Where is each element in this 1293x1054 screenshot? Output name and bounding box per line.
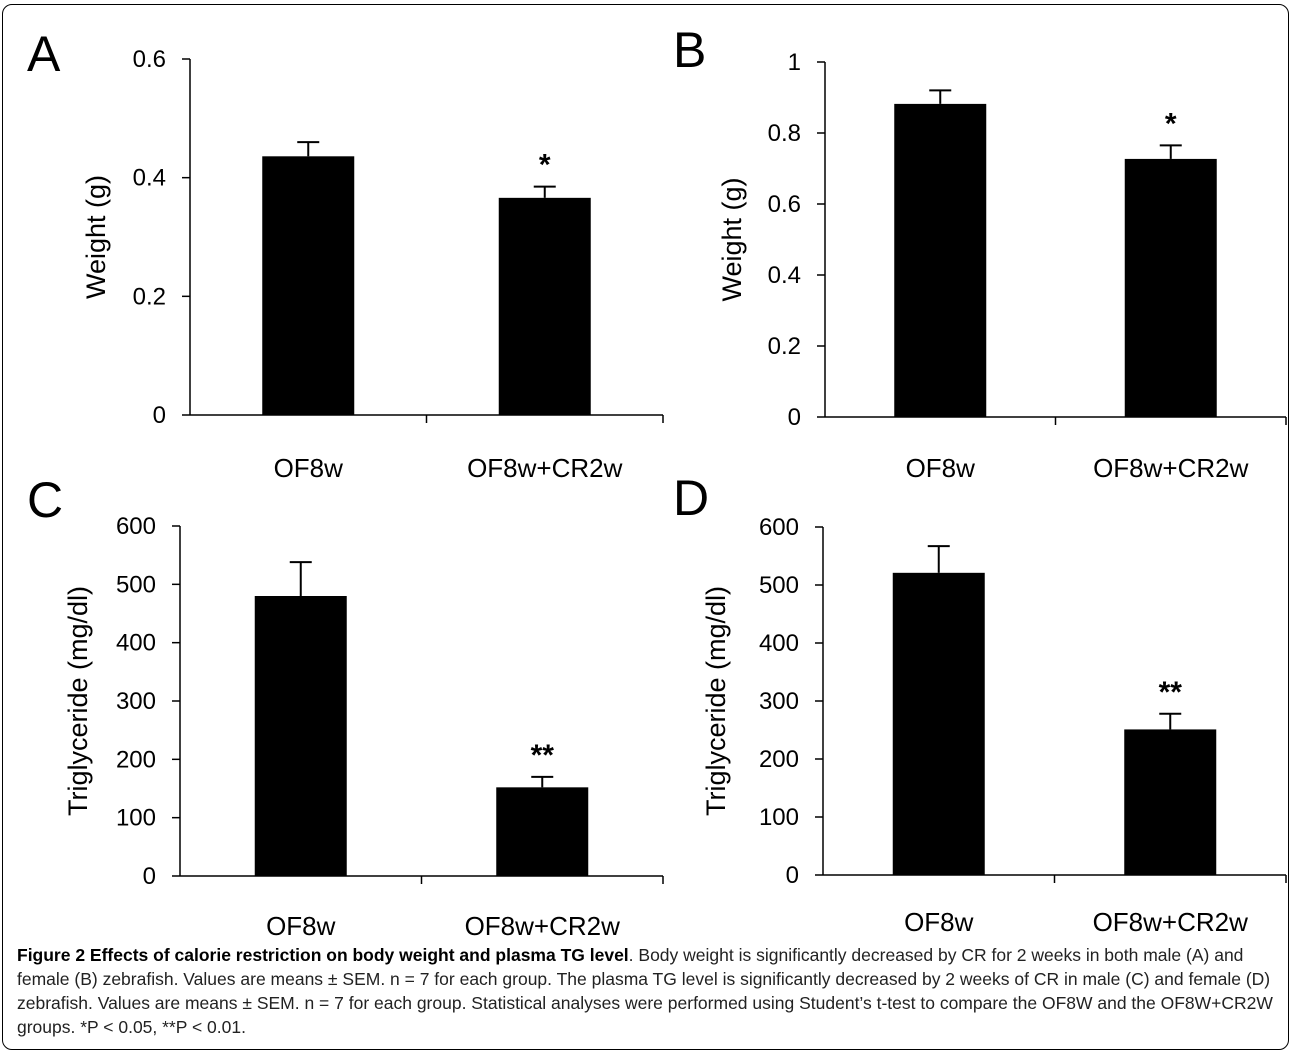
panel-d-y-tick-label: 0	[786, 862, 799, 889]
panel-b-category-label: OF8w	[906, 453, 976, 483]
panel-d-y-axis-title: Triglyceride (mg/dl)	[701, 586, 731, 816]
panel-c-y-axis-title: Triglyceride (mg/dl)	[63, 586, 93, 816]
panel-c-bar	[496, 787, 589, 876]
panel-c-y-tick-label: 400	[116, 630, 156, 657]
panel-a-y-tick-label: 0.2	[133, 283, 166, 310]
panel-b-category-label: OF8w+CR2w	[1093, 453, 1249, 483]
panel-c-bar	[254, 596, 347, 876]
panel-c-y-tick-label: 100	[116, 805, 156, 832]
panel-d-category-label: OF8w+CR2w	[1093, 907, 1249, 937]
panel-d-bar	[892, 572, 985, 875]
panel-c-letter: C	[27, 472, 63, 528]
panel-c-y-tick-label: 500	[116, 571, 156, 598]
panel-b-letter: B	[673, 22, 706, 78]
panel-b-y-tick-label: 1	[788, 49, 801, 76]
panel-a-letter: A	[27, 26, 61, 82]
figure-frame: A 0 0.2 0.4 0.6 OF8w * OF8w+CR2w Weight (g) B 0 0.2…	[2, 4, 1289, 1050]
caption-text: . Body weight is significantly decreased…	[17, 945, 1273, 1037]
panel-b-y-tick-label: 0.8	[768, 120, 801, 147]
panel-d-y-tick-label: 400	[759, 630, 799, 657]
panel-d-y-tick-label: 600	[759, 514, 799, 541]
panel-d-y-tick-label: 300	[759, 688, 799, 715]
panel-c-y-tick-label: 600	[116, 513, 156, 540]
panel-b-significance-marker: *	[1165, 107, 1177, 140]
panel-b-bar	[1124, 158, 1217, 418]
panel-d-y-tick-label: 100	[759, 804, 799, 831]
panel-a-bar	[262, 156, 355, 415]
panel-d-y-tick-label: 200	[759, 746, 799, 773]
panel-d-bar	[1124, 729, 1217, 875]
panel-a-y-tick-label: 0.6	[133, 46, 166, 73]
panel-a-significance-marker: *	[539, 149, 551, 182]
panel-c-y-tick-label: 200	[116, 746, 156, 773]
panel-c-significance-marker: **	[531, 739, 555, 772]
panel-d-y-tick-label: 500	[759, 572, 799, 599]
figure-caption: Figure 2 Effects of calorie restriction …	[17, 943, 1277, 1039]
panel-c-category-label: OF8w+CR2w	[465, 911, 621, 941]
panel-b-y-tick-label: 0	[788, 404, 801, 431]
panel-c-y-tick-label: 0	[143, 863, 156, 890]
caption-title: Figure 2 Effects of calorie restriction …	[17, 945, 629, 965]
panel-d-significance-marker: **	[1159, 676, 1183, 709]
panel-b-y-tick-label: 0.2	[768, 333, 801, 360]
panel-a-y-tick-label: 0.4	[133, 165, 166, 192]
charts-area: A 0 0.2 0.4 0.6 OF8w * OF8w+CR2w Weight (g) B 0 0.2…	[27, 22, 1287, 941]
panel-a-category-label: OF8w+CR2w	[467, 453, 623, 483]
panel-c-y-tick-label: 300	[116, 688, 156, 715]
panel-c-category-label: OF8w	[266, 911, 336, 941]
panel-a-y-axis-title: Weight (g)	[81, 175, 111, 299]
panel-a-y-tick-label: 0	[153, 402, 166, 429]
panel-b-y-tick-label: 0.4	[768, 262, 801, 289]
panel-b-y-axis-title: Weight (g)	[717, 177, 747, 301]
panel-b-bar	[894, 103, 987, 417]
panel-b-y-tick-label: 0.6	[768, 191, 801, 218]
panel-d-letter: D	[673, 470, 709, 526]
panel-a-category-label: OF8w	[274, 453, 344, 483]
panel-d-category-label: OF8w	[904, 907, 974, 937]
panel-a-bar	[498, 197, 591, 415]
